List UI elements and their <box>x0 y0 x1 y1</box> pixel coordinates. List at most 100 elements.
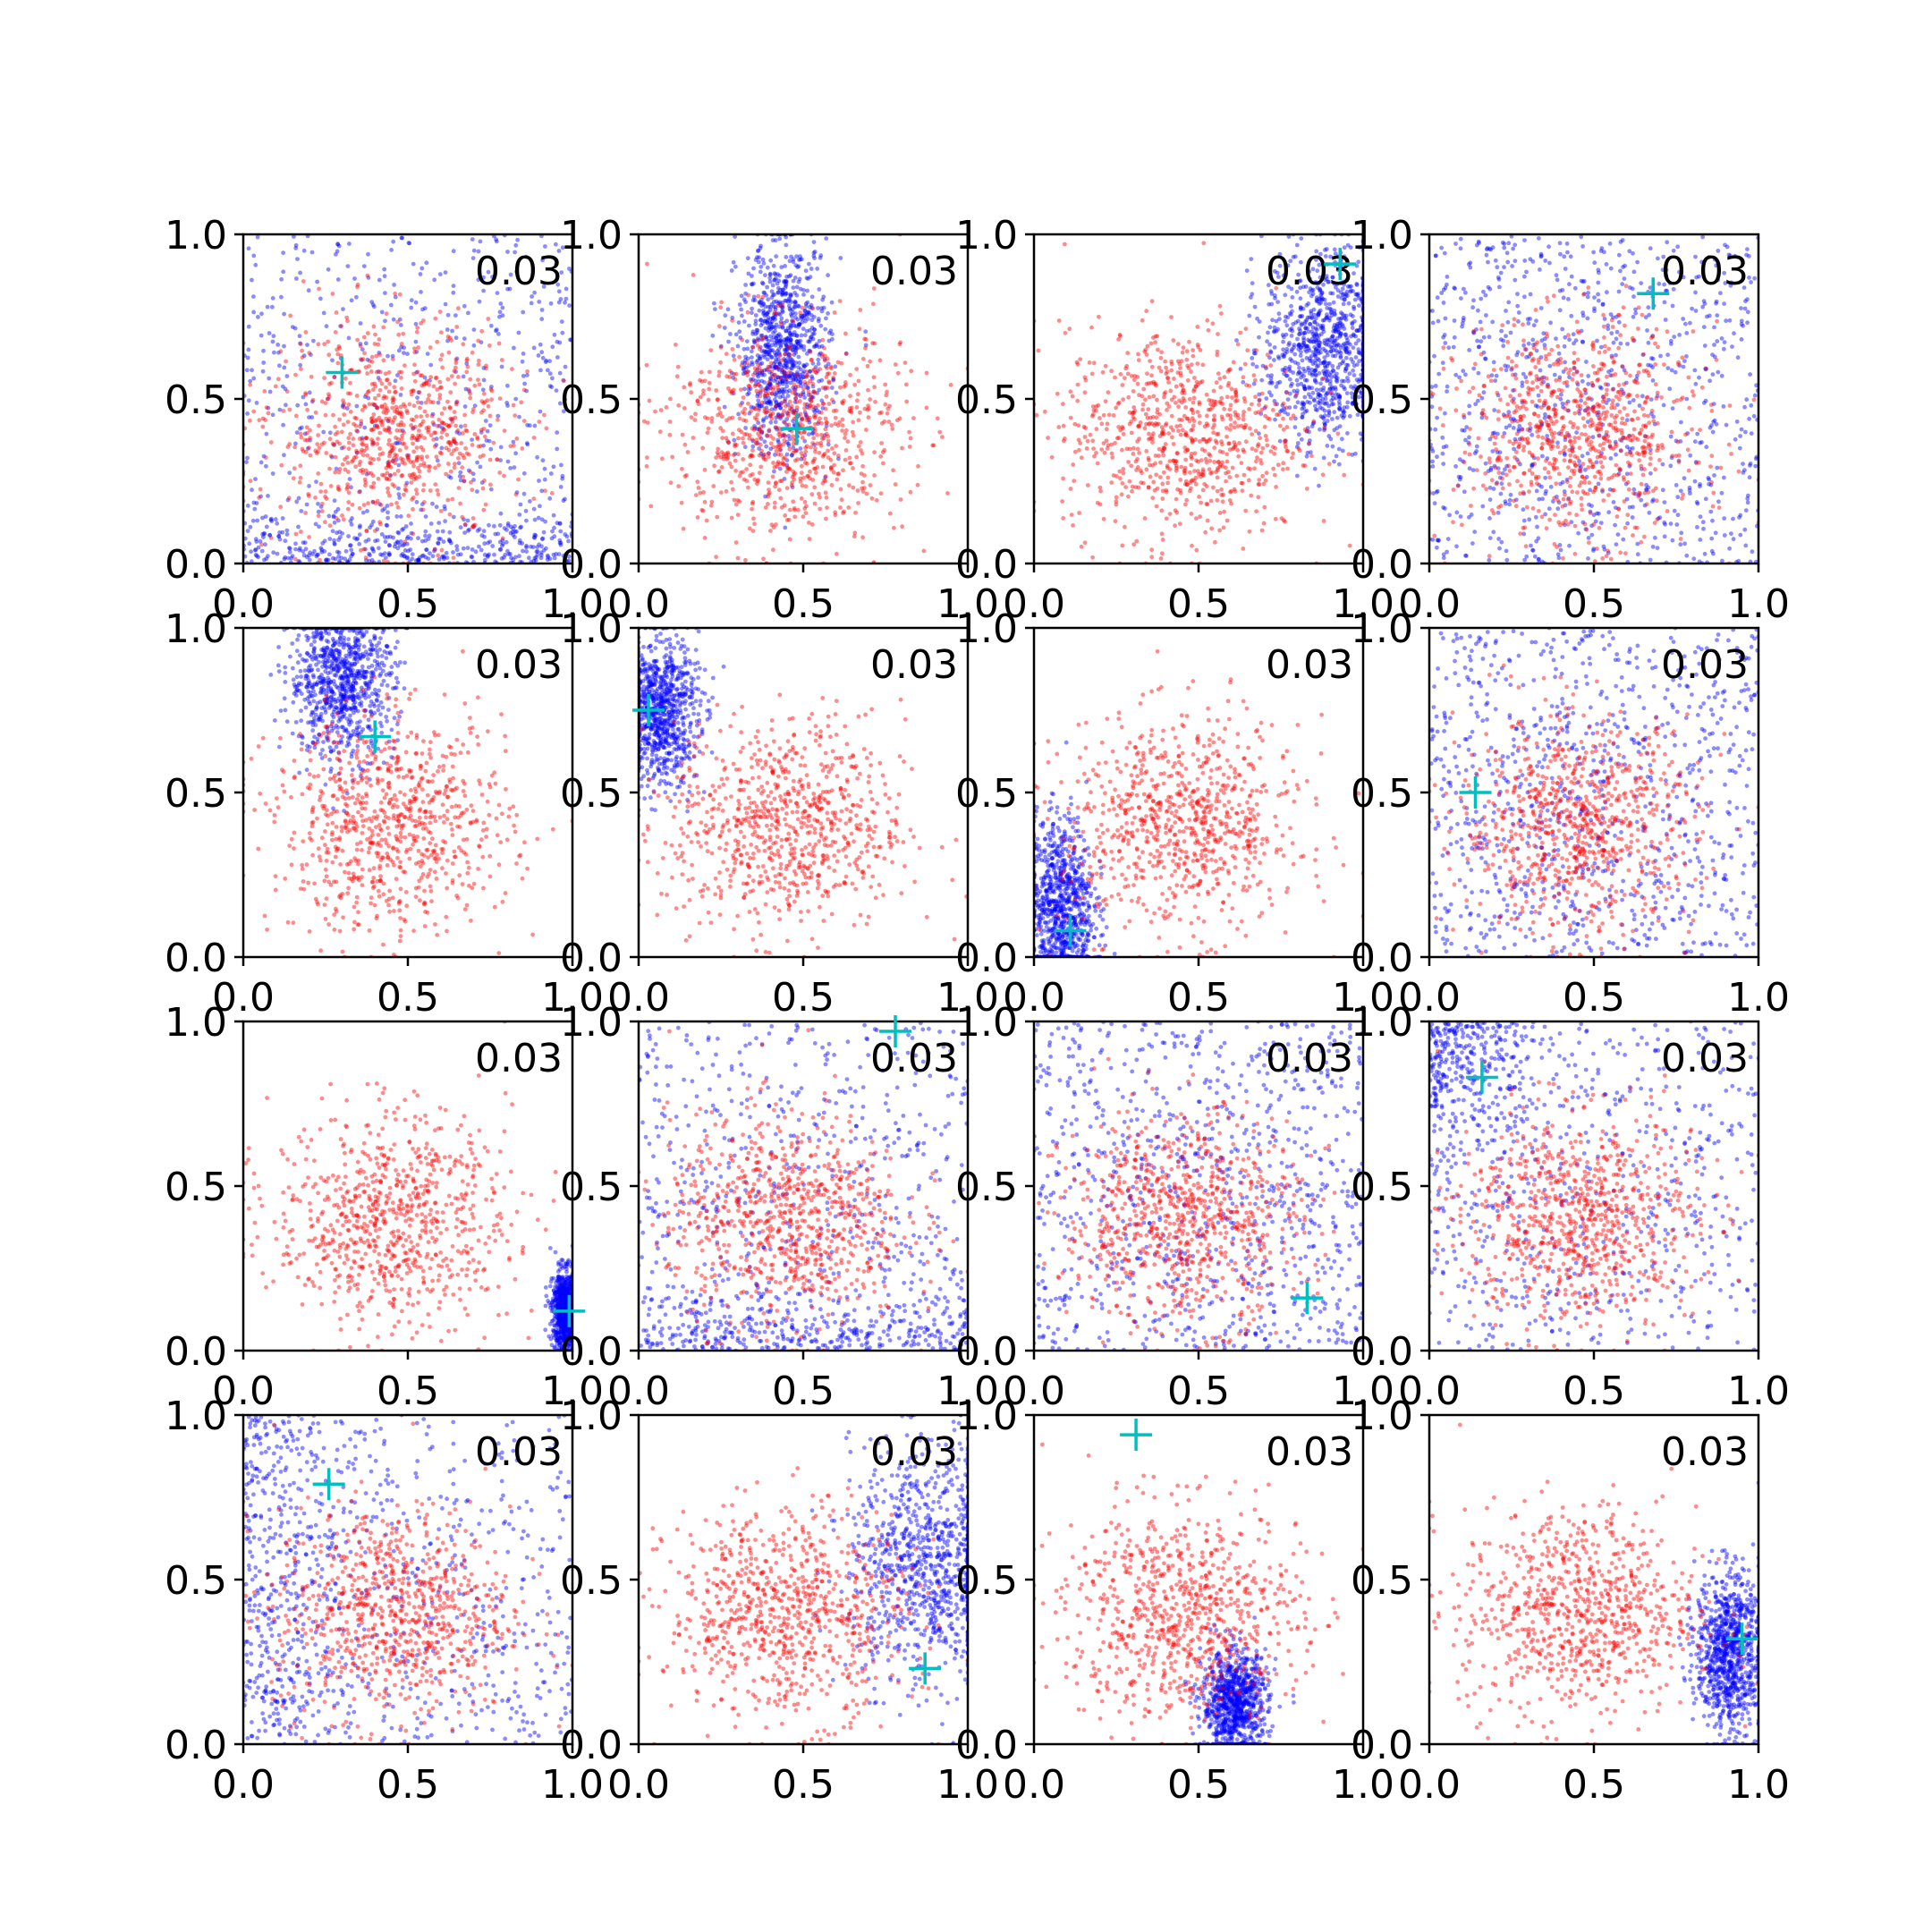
blue-point <box>843 351 849 356</box>
red-point <box>1165 480 1170 486</box>
blue-point <box>782 373 787 378</box>
blue-point <box>797 322 801 326</box>
red-point <box>1200 362 1206 368</box>
red-point <box>779 321 784 326</box>
blue-point <box>287 546 292 551</box>
red-point <box>696 486 701 490</box>
red-point <box>860 489 866 494</box>
red-point <box>716 373 722 378</box>
blue-point <box>357 541 362 547</box>
blue-point <box>791 259 796 265</box>
red-point <box>822 345 826 351</box>
red-point <box>733 502 739 507</box>
blue-point <box>490 544 496 548</box>
blue-point <box>1285 315 1291 320</box>
blue-point <box>756 398 761 403</box>
red-point <box>698 377 702 383</box>
red-point <box>809 358 814 362</box>
blue-point <box>1295 382 1301 387</box>
blue-point <box>1337 349 1342 354</box>
red-point <box>337 467 343 471</box>
red-point <box>336 487 342 492</box>
red-point <box>334 515 339 521</box>
blue-point <box>792 323 797 328</box>
red-point <box>816 403 820 408</box>
red-point <box>759 336 764 341</box>
blue-point <box>367 551 371 556</box>
blue-point <box>1356 347 1361 352</box>
blue-point <box>784 359 789 363</box>
blue-point <box>504 528 509 532</box>
red-point <box>1142 426 1148 431</box>
blue-point <box>497 309 503 315</box>
blue-point <box>801 371 806 376</box>
blue-point <box>811 389 816 394</box>
red-point <box>404 453 410 458</box>
red-point <box>1254 348 1258 352</box>
blue-point <box>761 301 766 307</box>
blue-point <box>382 267 387 272</box>
blue-point <box>1317 262 1322 267</box>
red-point <box>796 507 801 513</box>
red-point <box>257 496 261 500</box>
blue-point <box>538 409 543 414</box>
blue-point <box>1305 315 1310 320</box>
blue-point <box>757 427 762 432</box>
red-point <box>413 424 418 429</box>
blue-point <box>1318 326 1324 331</box>
red-point <box>386 442 391 447</box>
red-point <box>380 451 386 456</box>
red-point <box>1082 540 1088 546</box>
blue-point <box>550 529 555 534</box>
blue-point <box>470 471 476 477</box>
red-point <box>1091 446 1096 451</box>
blue-point <box>402 542 407 547</box>
red-point <box>823 353 827 359</box>
blue-point <box>485 553 490 558</box>
blue-point <box>791 363 796 368</box>
red-point <box>756 362 760 368</box>
blue-point <box>521 491 527 496</box>
blue-point <box>383 291 387 295</box>
red-point <box>893 362 898 367</box>
blue-point <box>777 361 783 366</box>
blue-point <box>791 307 795 312</box>
red-point <box>369 456 373 461</box>
red-point <box>323 412 328 418</box>
blue-point <box>534 549 539 555</box>
blue-point <box>780 433 785 438</box>
red-point <box>1283 439 1287 445</box>
red-point <box>826 434 831 439</box>
blue-point <box>1308 450 1313 454</box>
blue-point <box>745 256 750 261</box>
blue-point <box>246 347 251 352</box>
red-point <box>791 318 796 323</box>
blue-point <box>539 308 545 312</box>
red-point <box>843 436 847 441</box>
red-point <box>393 415 397 419</box>
blue-point <box>1275 381 1280 386</box>
blue-point <box>774 322 779 327</box>
red-point <box>478 454 483 460</box>
red-point <box>754 369 759 374</box>
red-point <box>829 366 834 371</box>
blue-point <box>774 365 778 370</box>
red-point <box>736 452 741 457</box>
red-point <box>1211 388 1216 394</box>
red-point <box>486 403 491 409</box>
red-point <box>857 326 862 332</box>
blue-point <box>555 446 560 452</box>
blue-point <box>301 549 306 554</box>
blue-point <box>466 529 470 533</box>
blue-point <box>803 412 809 418</box>
blue-point <box>403 524 409 529</box>
red-point <box>865 363 870 369</box>
red-point <box>817 491 821 496</box>
blue-point <box>755 327 760 333</box>
blue-point <box>788 370 793 376</box>
red-point <box>366 501 370 506</box>
blue-point <box>750 329 756 335</box>
blue-point <box>1323 254 1328 258</box>
blue-point <box>1326 338 1331 343</box>
red-point <box>519 400 524 405</box>
